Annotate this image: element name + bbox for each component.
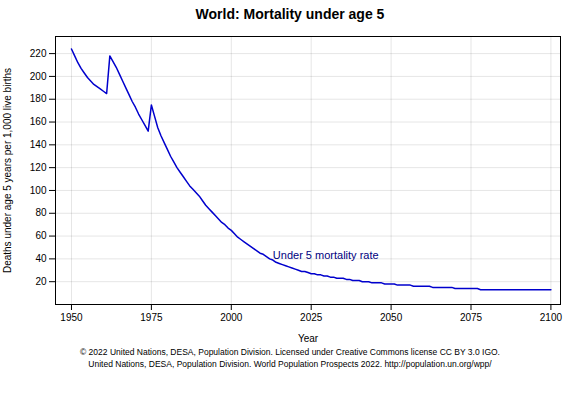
svg-text:80: 80 xyxy=(35,207,47,218)
svg-text:2000: 2000 xyxy=(220,312,243,323)
svg-text:60: 60 xyxy=(35,230,47,241)
svg-text:40: 40 xyxy=(35,253,47,264)
svg-text:1975: 1975 xyxy=(140,312,163,323)
svg-text:220: 220 xyxy=(30,48,47,59)
html-text:© 2022 United Nations, DESA, P: © 2022 United Nations, DESA, Population … xyxy=(80,347,500,357)
svg-text:2025: 2025 xyxy=(300,312,323,323)
svg-text:140: 140 xyxy=(30,139,47,150)
svg-text:100: 100 xyxy=(30,185,47,196)
svg-text:2050: 2050 xyxy=(380,312,403,323)
svg-text:120: 120 xyxy=(30,162,47,173)
svg-text:180: 180 xyxy=(30,93,47,104)
html-text:World: Mortality under age 5: World: Mortality under age 5 xyxy=(195,6,385,22)
html-text:United Nations, DESA, Populati: United Nations, DESA, Population Divisio… xyxy=(88,359,492,369)
svg-text:160: 160 xyxy=(30,116,47,127)
svg-text:Year: Year xyxy=(298,333,319,344)
svg-text:Under 5 mortality rate: Under 5 mortality rate xyxy=(273,249,379,261)
svg-text:200: 200 xyxy=(30,71,47,82)
svg-text:2100: 2100 xyxy=(540,312,563,323)
svg-text:1950: 1950 xyxy=(60,312,83,323)
svg-text:Deaths under age 5 years per 1: Deaths under age 5 years per 1,000 live … xyxy=(2,68,13,273)
svg-text:20: 20 xyxy=(35,276,47,287)
svg-text:2075: 2075 xyxy=(460,312,483,323)
